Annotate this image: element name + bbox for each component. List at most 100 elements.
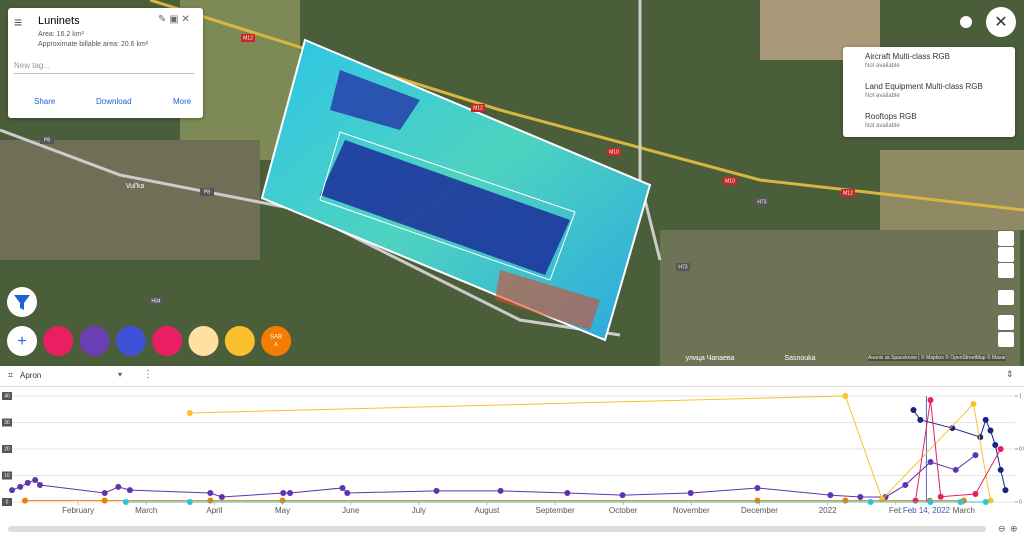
- project-title: Luninets: [38, 15, 80, 27]
- card-icons[interactable]: ✎ ▣ ✕: [158, 14, 190, 25]
- road-label: H34: [151, 298, 160, 304]
- close-button[interactable]: [986, 7, 1016, 37]
- data-point: [115, 483, 122, 490]
- y2-tick-label: 1: [1019, 393, 1022, 399]
- series-line: [11, 454, 976, 498]
- data-point: [987, 497, 994, 504]
- layer-button[interactable]: [7, 326, 37, 356]
- data-point: [21, 497, 28, 504]
- x-tick-label: 2022: [819, 506, 837, 515]
- kebab[interactable]: ⋮: [143, 369, 153, 380]
- map-tool[interactable]: [998, 263, 1014, 278]
- notifications[interactable]: [960, 16, 972, 28]
- road-sign: [40, 136, 54, 144]
- share-button[interactable]: Share: [34, 97, 56, 106]
- data-point: [957, 499, 964, 505]
- town: [660, 230, 1020, 366]
- x-tick-label: March: [953, 506, 975, 515]
- layer-button[interactable]: [261, 326, 292, 356]
- map-tool[interactable]: [998, 315, 1014, 330]
- data-point: [937, 493, 944, 500]
- map-tool[interactable]: [998, 247, 1014, 262]
- layer-button[interactable]: [115, 326, 146, 356]
- zoom-in[interactable]: ⊕: [1010, 523, 1018, 533]
- data-point: [997, 446, 1004, 452]
- data-point: [970, 400, 977, 407]
- layer-button[interactable]: [79, 326, 110, 356]
- road-sign: [200, 188, 214, 196]
- layer-status: Not available: [865, 123, 900, 129]
- dropdown-arrow[interactable]: ▾: [118, 370, 123, 379]
- tag-input[interactable]: New tag...: [14, 61, 194, 74]
- road-label: M12: [473, 105, 483, 111]
- data-point: [992, 442, 999, 449]
- data-point: [902, 482, 909, 489]
- data-point: [36, 482, 43, 489]
- heatmap-band: [330, 70, 420, 130]
- x-tick-label: October: [609, 506, 638, 515]
- y-tick-label: 20: [4, 446, 10, 452]
- data-point: [952, 466, 959, 473]
- add-icon: +: [17, 333, 26, 350]
- layer-button[interactable]: [188, 326, 219, 356]
- expand[interactable]: ⇕: [1006, 369, 1014, 379]
- data-point: [344, 489, 351, 496]
- timeline-chart: ⊖ ⊕ 0 10 20 30 40 0 0.5 1 February March April May J…: [2, 392, 1024, 533]
- data-point: [827, 492, 834, 499]
- more-button[interactable]: More: [173, 97, 192, 106]
- y-tick-label: 0: [6, 499, 9, 505]
- data-point: [497, 487, 504, 494]
- road-label: P8: [204, 189, 210, 195]
- y-tick-bg: [2, 445, 12, 453]
- data-point: [927, 458, 934, 465]
- data-point: [912, 497, 919, 504]
- town: [0, 140, 260, 260]
- data-point: [101, 489, 108, 496]
- road-label: M12: [243, 35, 253, 41]
- filter-icon: [14, 295, 30, 310]
- data-point: [24, 479, 31, 486]
- scrollbar[interactable]: [8, 526, 986, 532]
- aoi-icon: ⌗: [8, 370, 14, 380]
- y2-tick-label: 0.5: [1019, 446, 1024, 452]
- data-point: [982, 499, 989, 505]
- zoom-out[interactable]: ⊖: [998, 523, 1006, 533]
- road-label: H73: [678, 264, 687, 270]
- data-point: [982, 416, 989, 423]
- data-point: [754, 484, 761, 491]
- data-point: [218, 493, 225, 500]
- map-tool[interactable]: [998, 231, 1014, 246]
- heatmap-band: [320, 140, 570, 275]
- layer-panel: Aircraft Multi-class RGB Not available Lan…: [843, 47, 1015, 137]
- map-tool[interactable]: [998, 332, 1014, 347]
- road-sign: [676, 263, 690, 271]
- map-tool[interactable]: [998, 290, 1014, 305]
- aoi-outline: [319, 131, 576, 281]
- road-label: P8: [44, 137, 50, 143]
- data-point: [339, 484, 346, 491]
- layer-button[interactable]: [43, 326, 74, 356]
- road-sign: [471, 104, 485, 112]
- layer-button[interactable]: [224, 326, 255, 356]
- heatmap-hot: [495, 270, 600, 330]
- data-point: [910, 407, 917, 414]
- y-tick-bg: [2, 471, 12, 480]
- x-tick-label: April: [206, 506, 222, 515]
- billable-area: Approximate billable area: 20.6 km²: [38, 41, 149, 48]
- data-point: [972, 452, 979, 459]
- layer-status: Not available: [865, 93, 900, 99]
- layer-button[interactable]: [152, 326, 183, 356]
- area: Area: 16.2 km²: [38, 31, 84, 38]
- road-sign: [149, 297, 163, 305]
- field: [880, 150, 1024, 230]
- aoi-select[interactable]: Apron: [20, 371, 42, 380]
- place-label: улица Чапаева: [686, 355, 735, 362]
- road-label: M10: [609, 149, 619, 155]
- data-point: [433, 487, 440, 494]
- menu-icon[interactable]: ≡: [14, 14, 23, 30]
- data-point: [977, 434, 984, 441]
- download-button[interactable]: Download: [96, 97, 132, 106]
- road-sign: [607, 148, 621, 156]
- x-tick-label: December: [741, 506, 778, 515]
